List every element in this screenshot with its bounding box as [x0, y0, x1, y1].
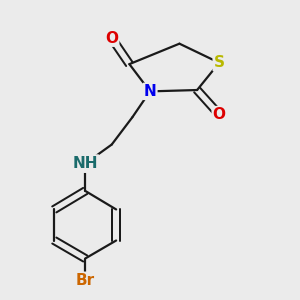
Text: NH: NH: [73, 156, 98, 171]
Text: N: N: [144, 84, 156, 99]
Text: S: S: [214, 55, 225, 70]
Text: O: O: [213, 107, 226, 122]
Text: O: O: [105, 31, 118, 46]
Text: Br: Br: [76, 273, 95, 288]
